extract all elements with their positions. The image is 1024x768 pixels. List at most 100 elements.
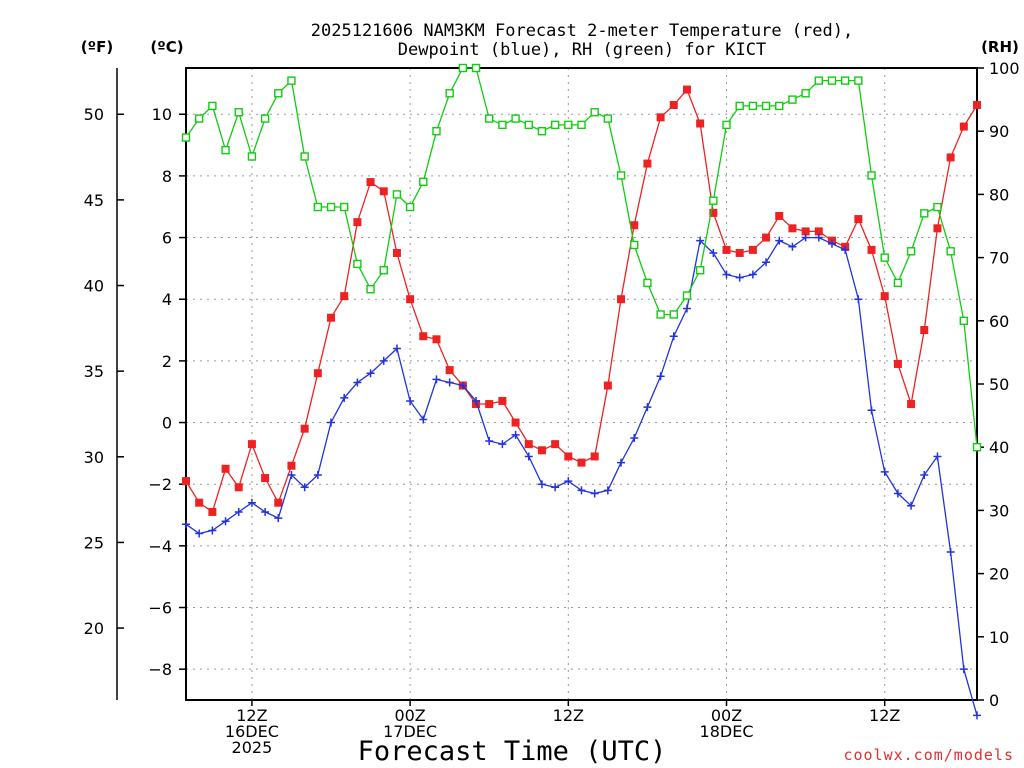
rh-point <box>959 316 969 325</box>
rh-point <box>194 114 204 123</box>
rh-point <box>946 247 955 256</box>
axes: −8−6−4−202468102025303540455001020304050… <box>84 59 1020 757</box>
dewpoint-point <box>696 236 705 245</box>
rh-tick-label: 90 <box>989 122 1009 141</box>
rh-point <box>682 291 692 300</box>
temperature-point <box>775 211 784 220</box>
rh-point <box>485 114 494 123</box>
dewpoint-point <box>564 477 573 486</box>
rh-point <box>748 101 758 111</box>
rh-point <box>221 145 230 155</box>
plot-frame <box>185 67 978 701</box>
dewpoint-point <box>788 242 797 251</box>
rh-point <box>287 76 296 85</box>
temperature-point <box>893 359 902 368</box>
dewpoint-point <box>537 480 546 489</box>
celsius-tick-label: −4 <box>148 537 172 556</box>
temperature-point <box>247 440 256 449</box>
temperature-point <box>854 215 863 224</box>
temperature-point <box>748 245 757 254</box>
rh-point <box>445 89 454 98</box>
temperature-point <box>511 418 520 427</box>
temperature-point <box>788 224 797 233</box>
dewpoint-point <box>577 486 586 495</box>
rh-point <box>577 120 586 130</box>
dewpoint-point <box>617 458 626 467</box>
temperature-point <box>432 335 441 344</box>
rh-point <box>669 310 678 319</box>
dewpoint-point <box>182 520 190 529</box>
rh-point <box>405 202 415 212</box>
rh-point <box>840 76 850 85</box>
x-tick-label: 12Z <box>236 706 267 725</box>
rh-point <box>603 114 613 123</box>
dewpoint-point <box>867 406 876 415</box>
credit-text: coolwx.com/models <box>843 746 1014 764</box>
temperature-point <box>867 245 876 254</box>
rh-point <box>353 259 362 269</box>
dewpoint-point <box>603 486 612 495</box>
fahrenheit-tick-label: 30 <box>84 448 104 467</box>
temperature-point <box>300 424 309 433</box>
rh-point <box>564 120 573 130</box>
x-tick-label: 00Z <box>394 706 425 725</box>
celsius-tick-label: 6 <box>162 229 172 248</box>
rh-point <box>775 101 784 111</box>
fahrenheit-tick-label: 50 <box>84 105 104 124</box>
temperature-point <box>419 332 428 341</box>
dewpoint-point <box>682 304 691 313</box>
dewpoint-point <box>590 489 599 498</box>
temperature-point <box>366 178 375 187</box>
dewpoint-point <box>841 245 850 254</box>
temperature-point <box>551 440 560 449</box>
celsius-tick-label: 4 <box>162 290 172 309</box>
rh-tick-label: 100 <box>989 59 1020 78</box>
x-tick-label: 12Z <box>869 706 900 725</box>
x-tick-label: 12Z <box>553 706 584 725</box>
dewpoint-point <box>234 507 243 516</box>
temperature-point <box>669 100 678 109</box>
dewpoint-point <box>669 332 678 341</box>
temperature-point <box>327 313 336 322</box>
rh-point <box>695 266 705 275</box>
rh-point <box>854 76 863 85</box>
rh-point <box>656 310 665 319</box>
rh-point <box>498 120 507 130</box>
rh-point <box>867 171 876 180</box>
dewpoint-point <box>880 467 889 476</box>
dewpoint-point <box>656 372 665 381</box>
dewpoint-point <box>748 270 757 279</box>
x-tick-label: 18DEC <box>700 722 754 741</box>
rh-tick-label: 80 <box>989 185 1009 204</box>
dewpoint-point <box>973 711 981 720</box>
rh-point <box>616 171 626 180</box>
dewpoint-point <box>893 489 902 498</box>
rh-point <box>234 108 243 117</box>
celsius-tick-label: 0 <box>162 414 172 433</box>
dewpoint-point <box>221 517 230 526</box>
rh-tick-label: 0 <box>989 691 999 710</box>
dewpoint-point <box>366 369 375 378</box>
temperature-point <box>287 461 296 470</box>
rh-point <box>300 152 309 161</box>
dewpoint-point <box>762 258 771 267</box>
rh-point <box>524 120 533 130</box>
temperature-point <box>353 218 362 227</box>
dewpoint-point <box>933 452 942 461</box>
temperature-point <box>735 248 744 257</box>
temperature-point <box>392 248 401 257</box>
temperature-point <box>643 159 652 168</box>
celsius-tick-label: 8 <box>162 167 172 186</box>
temperature-point <box>524 440 533 449</box>
rh-point <box>366 285 375 294</box>
dewpoint-point <box>524 452 533 461</box>
temperature-point <box>603 381 612 390</box>
rh-unit-label: (RH) <box>981 38 1019 56</box>
celsius-unit-label: (ºC) <box>150 38 183 56</box>
temperature-point <box>590 452 599 461</box>
rh-point <box>550 120 560 130</box>
rh-point <box>735 101 744 111</box>
rh-point <box>972 443 982 452</box>
temperature-point <box>221 464 230 473</box>
